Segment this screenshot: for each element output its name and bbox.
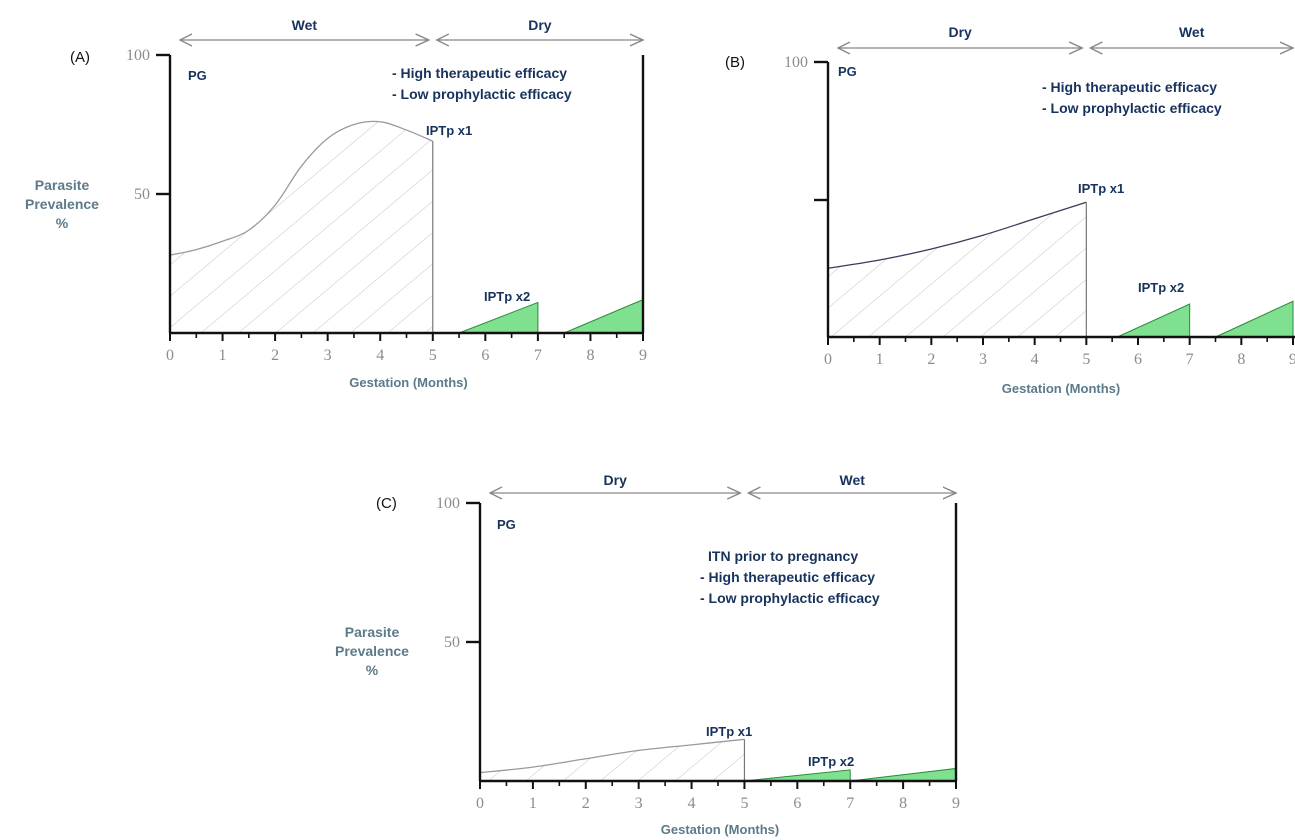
x-tick-label: 9 <box>1289 351 1295 368</box>
ipt-dose-triangle <box>458 301 539 334</box>
x-tick-label: 4 <box>688 795 696 812</box>
prevalence-area <box>170 121 433 333</box>
season-label: Dry <box>604 472 628 488</box>
ipt2-label: IPTp x2 <box>1138 280 1184 295</box>
x-tick-label: 0 <box>824 351 832 368</box>
prevalence-area <box>480 739 745 781</box>
ipt2-label: IPTp x2 <box>484 289 530 304</box>
y-axis-label: Prevalence <box>25 196 99 212</box>
x-tick-label: 7 <box>534 347 542 364</box>
group-label: PG <box>497 517 516 532</box>
x-axis-label: Gestation (Months) <box>349 375 467 390</box>
x-tick-label: 7 <box>846 795 854 812</box>
panel-a: (A) Wet Dry 100 50 0 1 2 3 4 5 6 7 8 9 Gestation (Month… <box>25 17 647 390</box>
y-axis-label: % <box>366 662 379 678</box>
panel-c: (C) Dry Wet 100 50 0 1 2 3 4 5 6 7 8 9 Gestation (Month… <box>335 472 960 837</box>
season-label: Dry <box>948 24 972 40</box>
annotation-text: - Low prophylactic efficacy <box>700 590 880 606</box>
x-tick-label: 4 <box>1031 351 1039 368</box>
ipt-dose-triangle <box>1215 300 1294 338</box>
ipt-dose-triangle <box>563 298 644 334</box>
group-label: PG <box>188 68 207 83</box>
y-tick-label: 50 <box>444 634 460 651</box>
panel-b: (B) Dry Wet 100 0 1 2 3 4 5 6 7 8 9 Gestation (Months)… <box>725 24 1295 396</box>
x-tick-label: 1 <box>529 795 537 812</box>
y-axis-label: % <box>56 215 69 231</box>
season-label: Wet <box>840 472 866 488</box>
x-tick-label: 4 <box>376 347 384 364</box>
ipt1-label: IPTp x1 <box>706 724 752 739</box>
x-tick-label: 7 <box>1186 351 1194 368</box>
y-axis-label: Parasite <box>35 177 90 193</box>
panel-label: (C) <box>376 495 397 512</box>
x-axis-label: Gestation (Months) <box>661 822 779 837</box>
x-tick-label: 2 <box>927 351 935 368</box>
x-tick-label: 6 <box>1134 351 1142 368</box>
prevalence-area <box>828 202 1087 337</box>
x-tick-label: 0 <box>476 795 484 812</box>
y-tick-label: 100 <box>784 54 808 71</box>
ipt-dose-triangle <box>1117 303 1191 338</box>
annotation-text: - High therapeutic efficacy <box>392 65 567 81</box>
ipt1-label: IPTp x1 <box>426 123 472 138</box>
y-axis-label: Parasite <box>345 624 400 640</box>
group-label: PG <box>838 64 857 79</box>
x-tick-label: 9 <box>639 347 647 364</box>
x-tick-label: 8 <box>586 347 594 364</box>
season-label: Wet <box>1179 24 1205 40</box>
prevalence-curve <box>169 120 434 256</box>
x-tick-label: 2 <box>582 795 590 812</box>
x-tick-label: 1 <box>876 351 884 368</box>
x-tick-label: 3 <box>979 351 987 368</box>
x-tick-label: 8 <box>1237 351 1245 368</box>
x-axis-label: Gestation (Months) <box>1002 381 1120 396</box>
x-tick-label: 1 <box>219 347 227 364</box>
y-tick-label: 50 <box>134 186 150 203</box>
annotation-text: - High therapeutic efficacy <box>700 569 875 585</box>
x-tick-label: 2 <box>271 347 279 364</box>
ipt-dose-triangle <box>744 769 851 782</box>
y-tick-label: 100 <box>436 495 460 512</box>
ipt1-label: IPTp x1 <box>1078 181 1124 196</box>
y-axis-label: Prevalence <box>335 643 409 659</box>
x-tick-label: 6 <box>793 795 801 812</box>
ipt-dose-triangle <box>850 767 957 782</box>
x-tick-label: 5 <box>1082 351 1090 368</box>
x-tick-label: 5 <box>429 347 437 364</box>
prevalence-curve <box>827 201 1087 269</box>
annotation-text: - Low prophylactic efficacy <box>392 86 572 102</box>
x-tick-label: 3 <box>324 347 332 364</box>
annotation-text: - Low prophylactic efficacy <box>1042 100 1222 116</box>
ipt2-label: IPTp x2 <box>808 754 854 769</box>
season-label: Dry <box>528 17 552 33</box>
panel-label: (B) <box>725 54 745 71</box>
x-tick-label: 3 <box>635 795 643 812</box>
x-tick-label: 0 <box>166 347 174 364</box>
y-tick-label: 100 <box>126 47 150 64</box>
season-label: Wet <box>292 17 318 33</box>
prevalence-curve <box>479 738 745 774</box>
x-tick-label: 8 <box>899 795 907 812</box>
x-tick-label: 5 <box>740 795 748 812</box>
panel-label: (A) <box>70 49 90 66</box>
x-tick-label: 9 <box>952 795 960 812</box>
x-tick-label: 6 <box>481 347 489 364</box>
annotation-text: - High therapeutic efficacy <box>1042 79 1217 95</box>
annotation-text: ITN prior to pregnancy <box>708 548 858 564</box>
